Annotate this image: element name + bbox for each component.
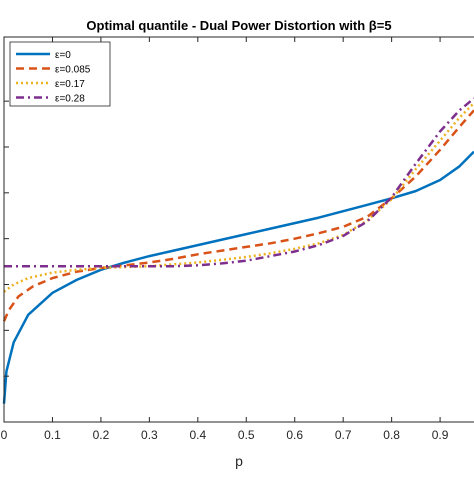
legend-label-2: ε=0.085 (55, 65, 91, 76)
x-tick-label: 0.4 (189, 428, 206, 442)
legend-label-4: ε=0.28 (55, 94, 85, 105)
x-tick-label: 0.7 (335, 428, 352, 442)
x-tick-label: 0.3 (141, 428, 158, 442)
series-line-4 (4, 97, 474, 268)
legend-label-1: ε=0 (55, 50, 71, 61)
series-line-3 (3, 102, 474, 293)
series-layer (2, 97, 474, 404)
x-tick-label: 0.9 (432, 428, 449, 442)
axes-frame (3, 36, 474, 423)
series-line-1 (2, 150, 474, 404)
x-tick-label: 0.2 (93, 428, 110, 442)
series-line-2 (2, 109, 474, 322)
legend-entries: ε=0 ε=0.085 ε=0.17 ε=0.28 (16, 50, 91, 105)
legend-label-3: ε=0.17 (55, 79, 85, 90)
legend-box (9, 41, 111, 107)
chart-title: Optimal quantile - Dual Power Distortion… (86, 18, 391, 33)
x-ticks: 0 0.1 0.2 0.3 0.4 0.5 0.6 0.7 0.8 0.9 (1, 37, 449, 442)
x-tick-label: 0.1 (44, 428, 61, 442)
legend: ε=0 ε=0.085 ε=0.17 ε=0.28 (9, 41, 111, 107)
y-ticks (4, 100, 9, 377)
x-tick-label: 0.6 (286, 428, 303, 442)
x-axis-label: p (235, 453, 243, 469)
x-tick-label: 0 (1, 428, 8, 442)
x-tick-label: 0.8 (383, 428, 400, 442)
x-tick-label: 0.5 (238, 428, 255, 442)
